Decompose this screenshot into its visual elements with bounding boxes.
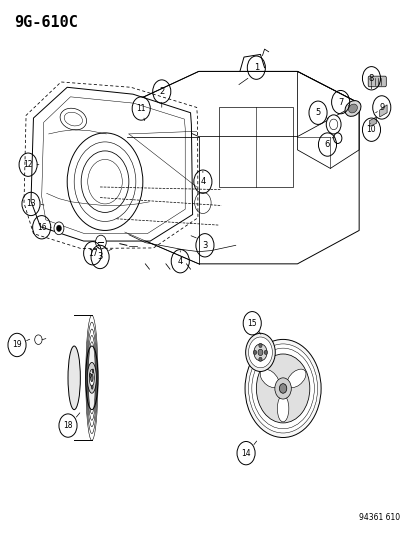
Ellipse shape [348,104,356,113]
Ellipse shape [60,108,86,130]
Text: 16: 16 [37,223,46,232]
Text: 1: 1 [253,63,259,72]
Text: 94361 610: 94361 610 [358,513,399,522]
Text: 3: 3 [202,241,207,250]
Ellipse shape [92,369,93,373]
Text: 14: 14 [241,449,250,458]
Text: 7: 7 [337,98,342,107]
Circle shape [325,115,340,134]
Circle shape [67,133,142,230]
Ellipse shape [90,373,91,377]
Ellipse shape [248,344,317,433]
Ellipse shape [251,348,313,429]
Circle shape [263,350,267,354]
Text: 13: 13 [26,199,36,208]
Text: 18: 18 [63,421,73,430]
Circle shape [35,335,42,344]
Circle shape [95,235,106,249]
Polygon shape [31,87,192,241]
Ellipse shape [89,369,94,386]
Circle shape [257,349,262,356]
Circle shape [258,357,261,361]
Text: 10: 10 [366,125,375,134]
Polygon shape [379,105,386,117]
Ellipse shape [91,385,93,389]
Text: 6: 6 [324,140,330,149]
Ellipse shape [85,346,98,410]
Text: 5: 5 [315,108,320,117]
Ellipse shape [277,395,288,422]
Polygon shape [368,117,375,126]
Text: 8: 8 [368,74,373,83]
Ellipse shape [256,354,309,423]
Text: 19: 19 [12,341,22,350]
Text: 12: 12 [23,160,33,169]
Ellipse shape [279,384,286,393]
Text: 4: 4 [200,177,205,186]
Ellipse shape [274,378,291,399]
Circle shape [56,225,61,231]
Circle shape [258,343,261,348]
Ellipse shape [253,344,266,361]
Ellipse shape [259,369,278,387]
Ellipse shape [287,369,305,387]
Text: 4: 4 [177,257,183,265]
Ellipse shape [344,101,360,116]
Circle shape [253,350,256,354]
Circle shape [333,133,341,143]
Ellipse shape [244,340,320,438]
FancyBboxPatch shape [367,76,385,87]
Ellipse shape [248,337,272,368]
Text: 3: 3 [97,253,102,262]
Text: 15: 15 [247,319,256,328]
Text: 17: 17 [88,249,97,258]
Ellipse shape [68,346,80,410]
Ellipse shape [245,333,275,372]
Text: 11: 11 [136,104,146,113]
Text: 9: 9 [378,103,383,112]
Circle shape [54,222,64,235]
Ellipse shape [90,374,93,382]
Text: 2: 2 [159,87,164,96]
Text: 9G-610C: 9G-610C [14,14,77,30]
Ellipse shape [87,362,96,393]
